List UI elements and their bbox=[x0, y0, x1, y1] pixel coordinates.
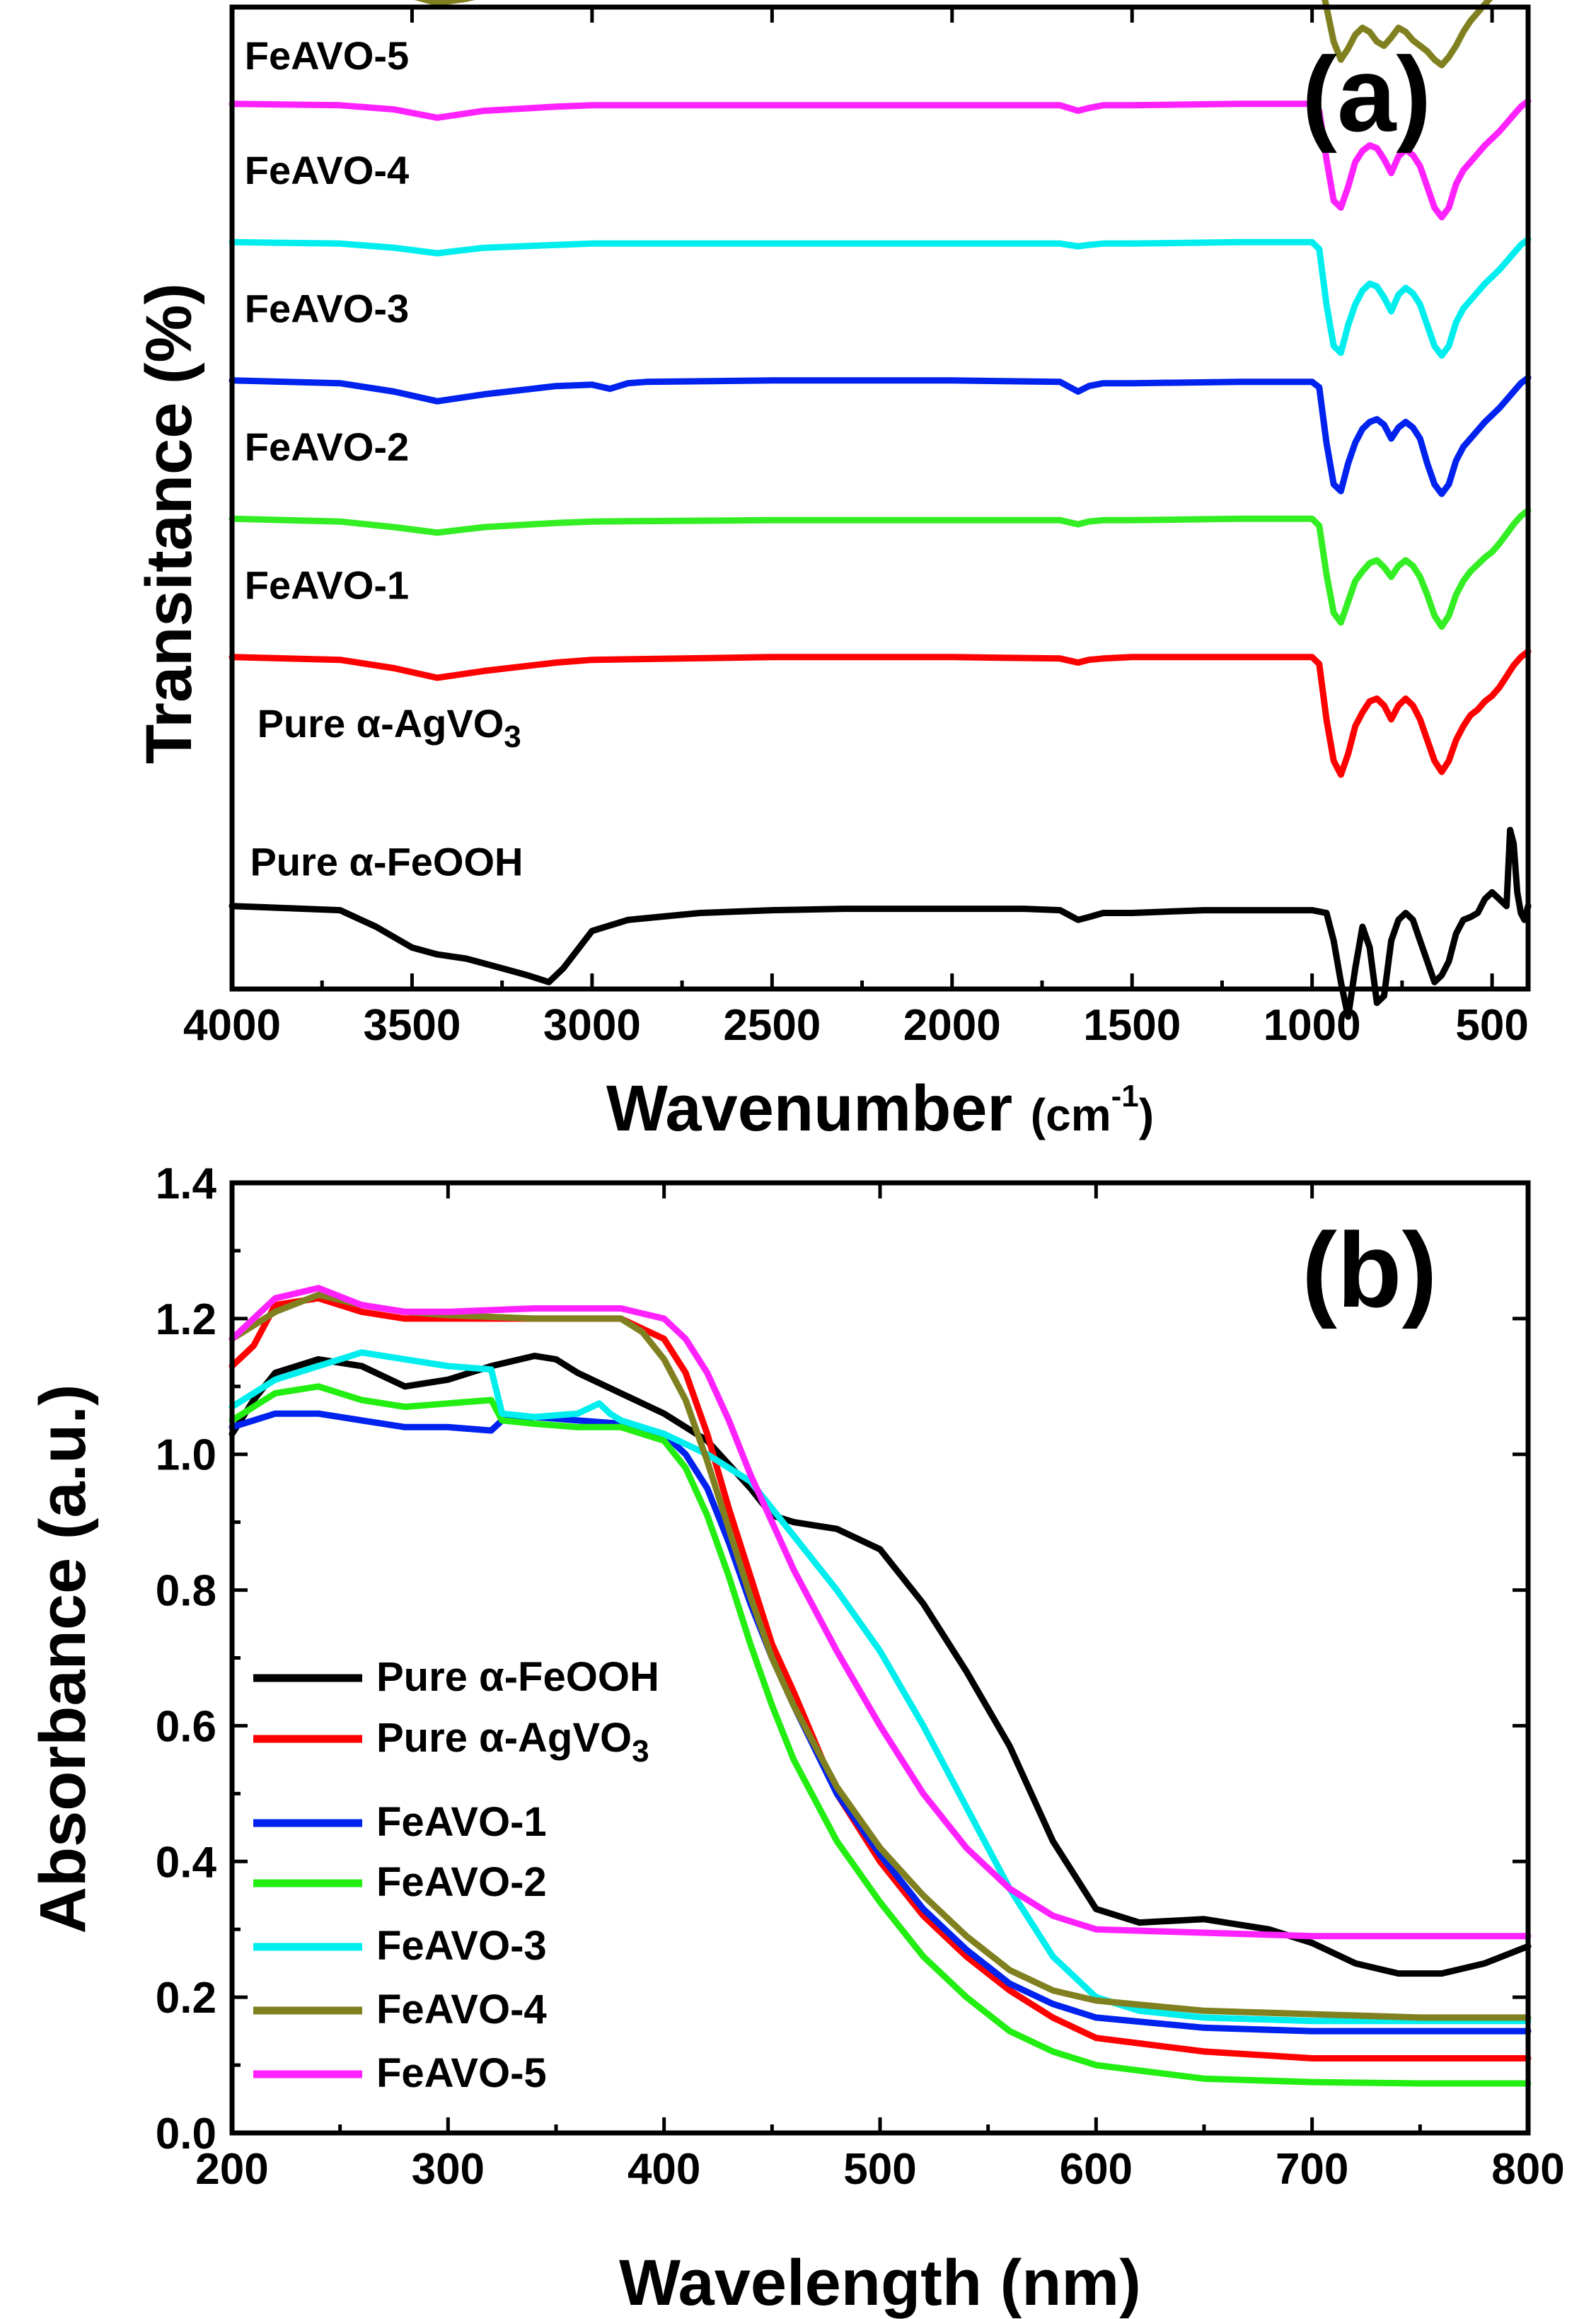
uvvis-trace-pure-alpha-agvo3 bbox=[229, 1295, 1532, 2061]
panel-b-uvvis-chart: 200 300 400 500 600 700 800 0.0 0.2 0.4 0.6 0.8 1.0 1… bbox=[27, 1160, 1565, 2319]
legend-label-feavo-2: FeAVO-2 bbox=[376, 1859, 547, 1905]
legend-label-feavo-1: FeAVO-1 bbox=[376, 1799, 547, 1845]
panel-b-xtick-label: 600 bbox=[1060, 2145, 1133, 2194]
panel-b-ytick-label: 1.4 bbox=[156, 1160, 217, 1208]
panel-a-xaxis-title: Wavenumber (cm-1) bbox=[606, 1072, 1154, 1145]
legend-label-feavo-3: FeAVO-3 bbox=[376, 1923, 547, 1969]
ftir-label-pure-alpha-feooh: Pure α-FeOOH bbox=[250, 840, 523, 884]
ftir-label-feavo-5: FeAVO-5 bbox=[245, 33, 409, 78]
panel-a-xtick-label: 2500 bbox=[723, 1001, 821, 1050]
panel-a-ftir-chart: Pure α-FeOOH Pure α-AgVO3 FeAVO-1 FeAVO-2 Fe… bbox=[133, 0, 1532, 1145]
panel-b-label: (b) bbox=[1302, 1210, 1438, 1329]
legend-label-pure-alpha-feooh: Pure α-FeOOH bbox=[376, 1654, 659, 1700]
panel-b-ytick-label: 0.8 bbox=[156, 1567, 216, 1616]
panel-a-xtick-label: 500 bbox=[1455, 1001, 1528, 1050]
panel-b-yaxis-title: Absorbance (a.u.) bbox=[27, 1384, 99, 1933]
panel-a-xtick-label: 1000 bbox=[1264, 1001, 1361, 1050]
panel-b-ytick-label: 0.0 bbox=[156, 2110, 216, 2158]
panel-b-ytick-label: 0.2 bbox=[156, 1974, 216, 2023]
ftir-trace-feavo-5 bbox=[414, 0, 1493, 69]
ftir-trace-feavo-2 bbox=[229, 374, 1532, 497]
panel-b-ytick-label: 1.0 bbox=[156, 1431, 216, 1480]
panel-b-xtick-label: 300 bbox=[412, 2145, 485, 2194]
panel-b-ytick-label: 0.4 bbox=[156, 1838, 217, 1887]
ftir-label-feavo-1: FeAVO-1 bbox=[245, 563, 409, 608]
panel-a-xtick-label: 2000 bbox=[903, 1001, 1001, 1050]
uvvis-trace-feavo-1 bbox=[229, 1410, 1532, 2035]
panel-a-xtick-label: 3500 bbox=[363, 1001, 461, 1050]
panel-b-legend: Pure α-FeOOH Pure α-AgVO3 FeAVO-1 FeAVO-2 Fe… bbox=[253, 1654, 659, 2096]
panel-a-frame bbox=[229, 4, 1531, 992]
legend-label-feavo-4: FeAVO-4 bbox=[376, 1987, 547, 2032]
ftir-label-pure-alpha-agvo3: Pure α-AgVO3 bbox=[258, 701, 521, 754]
panel-a-yaxis-title: Transitance (%) bbox=[133, 283, 205, 764]
uvvis-trace-feavo-5 bbox=[229, 1285, 1532, 1940]
ftir-trace-pure-alpha-feooh bbox=[229, 826, 1532, 1020]
ftir-label-feavo-3: FeAVO-3 bbox=[245, 287, 409, 331]
ftir-label-feavo-2: FeAVO-2 bbox=[245, 424, 409, 469]
ftir-trace-pure-alpha-agvo3 bbox=[229, 648, 1532, 778]
legend-label-feavo-5: FeAVO-5 bbox=[376, 2050, 547, 2096]
panel-a-xtick-label: 4000 bbox=[183, 1001, 281, 1050]
panel-b-xtick-label: 200 bbox=[195, 2145, 268, 2194]
panel-b-xaxis-title: Wavelength (nm) bbox=[619, 2247, 1141, 2319]
panel-a-label: (a) bbox=[1302, 35, 1431, 154]
uvvis-trace-feavo-2 bbox=[229, 1383, 1532, 2087]
panel-b-ytick-label: 1.2 bbox=[156, 1295, 216, 1344]
legend-label-pure-alpha-agvo3: Pure α-AgVO3 bbox=[376, 1715, 649, 1769]
panel-b-xtick-label: 500 bbox=[843, 2145, 916, 2194]
panel-b-xtick-label: 400 bbox=[628, 2145, 700, 2194]
ftir-trace-feavo-4 bbox=[229, 98, 1532, 221]
panel-b-xtick-label: 700 bbox=[1276, 2145, 1348, 2194]
panel-b-ytick-label: 0.6 bbox=[156, 1702, 216, 1751]
ftir-trace-feavo-1 bbox=[229, 507, 1532, 630]
panel-a-xtick-label: 3000 bbox=[543, 1001, 641, 1050]
panel-a-xtick-label: 1500 bbox=[1083, 1001, 1181, 1050]
ftir-label-feavo-4: FeAVO-4 bbox=[245, 148, 409, 192]
panel-b-xtick-label: 800 bbox=[1491, 2145, 1564, 2194]
ftir-trace-feavo-3 bbox=[229, 236, 1532, 359]
